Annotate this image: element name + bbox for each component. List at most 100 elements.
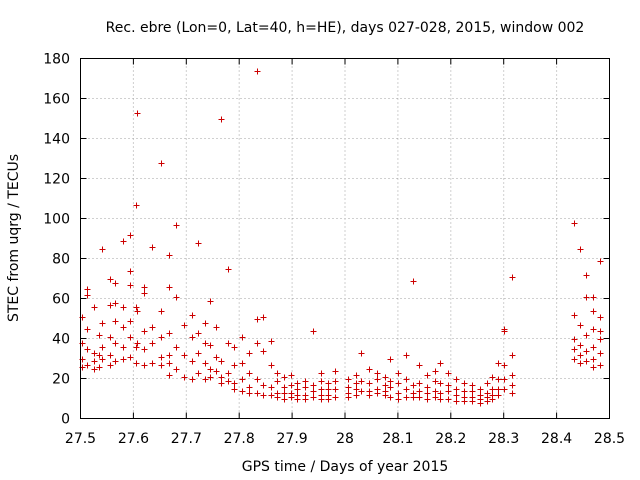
data-point bbox=[149, 340, 156, 347]
data-point bbox=[195, 330, 202, 337]
data-point bbox=[274, 370, 281, 377]
data-point bbox=[437, 360, 444, 367]
data-point bbox=[310, 394, 317, 401]
data-point bbox=[231, 362, 238, 369]
data-point bbox=[239, 360, 246, 367]
y-tick-label: 40 bbox=[52, 332, 70, 348]
data-point bbox=[410, 382, 417, 389]
data-point bbox=[325, 396, 332, 403]
data-point bbox=[403, 386, 410, 393]
data-point bbox=[395, 396, 402, 403]
data-point bbox=[577, 352, 584, 359]
data-point bbox=[571, 346, 578, 353]
data-point bbox=[166, 252, 173, 259]
y-tick-label: 60 bbox=[52, 292, 70, 308]
data-point bbox=[432, 388, 439, 395]
data-point bbox=[590, 294, 597, 301]
data-point bbox=[395, 370, 402, 377]
data-point bbox=[181, 322, 188, 329]
data-point bbox=[274, 394, 281, 401]
data-point bbox=[260, 314, 267, 321]
data-point bbox=[141, 284, 148, 291]
data-point bbox=[246, 350, 253, 357]
data-point bbox=[583, 294, 590, 301]
data-point bbox=[91, 366, 98, 373]
data-point bbox=[453, 376, 460, 383]
data-point bbox=[239, 388, 246, 395]
data-point bbox=[509, 390, 516, 397]
data-point bbox=[166, 330, 173, 337]
data-point bbox=[202, 340, 209, 347]
data-point bbox=[597, 258, 604, 265]
data-point bbox=[501, 328, 508, 335]
data-point bbox=[469, 382, 476, 389]
data-point bbox=[318, 396, 325, 403]
data-point bbox=[432, 394, 439, 401]
data-point bbox=[254, 316, 261, 323]
data-point bbox=[281, 384, 288, 391]
x-tick-label: 28.2 bbox=[435, 431, 466, 447]
data-point bbox=[310, 382, 317, 389]
data-point bbox=[577, 342, 584, 349]
data-point bbox=[597, 314, 604, 321]
data-point bbox=[91, 350, 98, 357]
data-point bbox=[189, 334, 196, 341]
data-point bbox=[366, 392, 373, 399]
data-point bbox=[195, 240, 202, 247]
data-point bbox=[149, 324, 156, 331]
data-point bbox=[181, 352, 188, 359]
data-point bbox=[239, 376, 246, 383]
data-point bbox=[225, 340, 232, 347]
data-point bbox=[225, 370, 232, 377]
data-point bbox=[91, 358, 98, 365]
x-tick-label: 27.6 bbox=[118, 431, 149, 447]
data-point bbox=[202, 376, 209, 383]
data-point bbox=[141, 346, 148, 353]
data-point bbox=[501, 376, 508, 383]
data-point bbox=[424, 396, 431, 403]
data-point bbox=[149, 360, 156, 367]
data-point bbox=[96, 364, 103, 371]
data-point bbox=[274, 378, 281, 385]
x-tick-label: 27.8 bbox=[224, 431, 255, 447]
data-point bbox=[424, 384, 431, 391]
data-point bbox=[501, 362, 508, 369]
data-point bbox=[268, 362, 275, 369]
data-point bbox=[127, 334, 134, 341]
data-point bbox=[134, 340, 141, 347]
x-tick-label: 27.5 bbox=[65, 431, 96, 447]
data-point bbox=[134, 110, 141, 117]
data-point bbox=[571, 336, 578, 343]
data-point bbox=[374, 370, 381, 377]
data-point bbox=[353, 380, 360, 387]
data-point bbox=[225, 378, 232, 385]
grid-lines bbox=[80, 58, 610, 419]
data-point bbox=[501, 386, 508, 393]
y-tick-label: 80 bbox=[52, 252, 70, 268]
data-point bbox=[112, 280, 119, 287]
data-point bbox=[127, 268, 134, 275]
data-point bbox=[112, 300, 119, 307]
data-point bbox=[173, 294, 180, 301]
data-point bbox=[96, 352, 103, 359]
data-point bbox=[202, 360, 209, 367]
data-point bbox=[445, 388, 452, 395]
data-point bbox=[403, 394, 410, 401]
data-point bbox=[189, 312, 196, 319]
data-point bbox=[310, 328, 317, 335]
data-point bbox=[231, 380, 238, 387]
data-point bbox=[141, 328, 148, 335]
data-point bbox=[387, 394, 394, 401]
data-point bbox=[133, 344, 140, 351]
data-point bbox=[127, 232, 134, 239]
plot-frame bbox=[80, 58, 610, 419]
data-points bbox=[79, 68, 604, 407]
data-point bbox=[353, 372, 360, 379]
data-point bbox=[509, 352, 516, 359]
data-point bbox=[99, 356, 106, 363]
data-point bbox=[207, 298, 214, 305]
data-point bbox=[461, 380, 468, 387]
data-point bbox=[577, 360, 584, 367]
data-point bbox=[318, 386, 325, 393]
